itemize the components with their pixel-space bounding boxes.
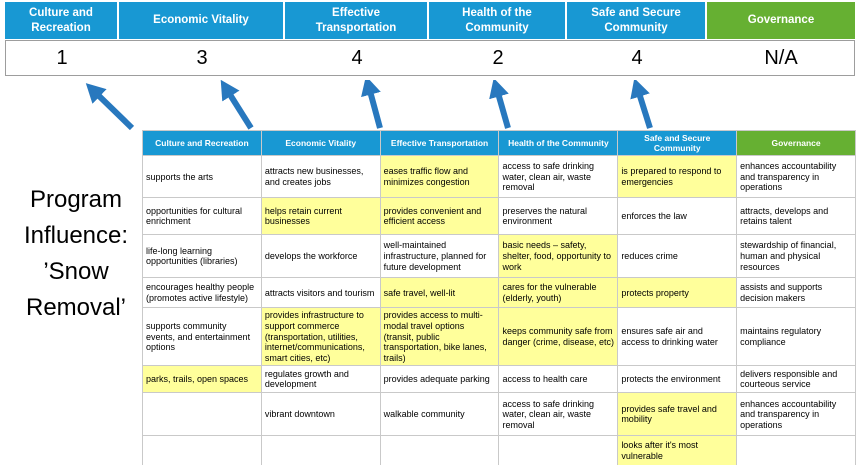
table-row: supports community events, and entertain… (142, 307, 856, 367)
scoreboard-header-cell: Culture and Recreation (5, 2, 117, 39)
table-cell: protects property (617, 277, 738, 309)
table-cell: attracts visitors and tourism (260, 277, 381, 309)
table-row: supports the arts attracts new businesse… (142, 155, 856, 199)
scoreboard-header-cell: Effective Transportation (285, 2, 427, 39)
scoreboard-header-cell: Economic Vitality (119, 2, 283, 39)
scoreboard-header-cell: Governance (707, 2, 855, 39)
table-cell: attracts, develops and retains talent (736, 197, 856, 236)
table-cell: reduces crime (617, 234, 738, 279)
table-cell: life-long learning opportunities (librar… (142, 234, 262, 279)
program-title: Program Influence: ’Snow Removal’ (23, 186, 129, 321)
table-row: encourages healthy people (promotes acti… (142, 277, 856, 309)
score-row: 1 3 4 2 4 N/A (5, 40, 855, 76)
table-cell: keeps community safe from danger (crime,… (498, 307, 619, 367)
up-arrow-icon (85, 83, 135, 131)
score-value: 4 (351, 46, 363, 69)
table-cell: provides safe travel and mobility (617, 392, 738, 437)
table-header-cell: Governance (736, 129, 856, 157)
table-cell: helps retain current businesses (260, 197, 381, 236)
table-cell: access to safe drinking water, clean air… (498, 392, 619, 437)
table-cell: is prepared to respond to emergencies (617, 155, 738, 199)
table-cell: eases traffic flow and minimizes congest… (379, 155, 500, 199)
table-cell (260, 435, 381, 465)
table-body: supports the arts attracts new businesse… (142, 155, 856, 465)
table-cell: ensures safe air and access to drinking … (617, 307, 738, 367)
table-cell (142, 392, 262, 437)
table-cell: basic needs – safety, shelter, food, opp… (498, 234, 619, 279)
scoreboard-header-row: Culture and Recreation Economic Vitality… (5, 2, 855, 39)
table-cell: vibrant downtown (260, 392, 381, 437)
up-arrow-icon (630, 80, 653, 129)
table-cell: cares for the vulnerable (elderly, youth… (498, 277, 619, 309)
table-cell: supports the arts (142, 155, 262, 199)
score-value: 2 (492, 46, 504, 69)
table-cell: regulates growth and development (260, 365, 381, 394)
up-arrow-icon (489, 80, 511, 129)
table-cell: encourages healthy people (promotes acti… (142, 277, 262, 309)
table-cell: provides access to multi-modal travel op… (379, 307, 500, 367)
table-cell: looks after it's most vulnerable (617, 435, 738, 465)
table-header-cell: Effective Transportation (379, 129, 500, 157)
scoreboard: Culture and Recreation Economic Vitality… (5, 2, 855, 76)
table-cell: enhances accountability and transparency… (736, 392, 856, 437)
influence-table: Culture and Recreation Economic Vitality… (142, 129, 856, 465)
table-cell: provides adequate parking (379, 365, 500, 394)
table-cell: access to safe drinking water, clean air… (498, 155, 619, 199)
table-cell (498, 435, 619, 465)
score-value: 1 (56, 46, 68, 69)
table-header-cell: Culture and Recreation (142, 129, 262, 157)
table-cell: preserves the natural environment (498, 197, 619, 236)
table-cell: protects the environment (617, 365, 738, 394)
up-arrow-icon (361, 80, 383, 129)
table-cell: parks, trails, open spaces (142, 365, 262, 394)
table-cell: stewardship of financial, human and phys… (736, 234, 856, 279)
scoreboard-header-cell: Health of the Community (429, 2, 565, 39)
up-arrow-icon (220, 80, 254, 130)
score-value: N/A (764, 46, 798, 69)
table-head: Culture and Recreation Economic Vitality… (142, 129, 856, 157)
table-cell: enforces the law (617, 197, 738, 236)
table-header-row: Culture and Recreation Economic Vitality… (142, 129, 856, 157)
table-cell: safe travel, well-lit (379, 277, 500, 309)
up-arrows (85, 80, 653, 131)
table-header-cell: Economic Vitality (260, 129, 381, 157)
score-value: 3 (196, 46, 208, 69)
table-cell: provides convenient and efficient access (379, 197, 500, 236)
table-cell: enhances accountability and transparency… (736, 155, 856, 199)
table-cell (142, 435, 262, 465)
table-row: looks after it's most vulnerable (142, 435, 856, 465)
table-cell (736, 435, 856, 465)
table-cell: delivers responsible and courteous servi… (736, 365, 856, 394)
table-row: life-long learning opportunities (librar… (142, 234, 856, 279)
table-cell: well-maintained infrastructure, planned … (379, 234, 500, 279)
table-cell: walkable community (379, 392, 500, 437)
table-cell: opportunities for cultural enrichment (142, 197, 262, 236)
table-row: vibrant downtown walkable community acce… (142, 392, 856, 437)
score-value: 4 (631, 46, 643, 69)
table-row: opportunities for cultural enrichment he… (142, 197, 856, 236)
table-cell: attracts new businesses, and creates job… (260, 155, 381, 199)
table-cell: access to health care (498, 365, 619, 394)
table-row: parks, trails, open spaces regulates gro… (142, 365, 856, 394)
table-header-cell: Safe and Secure Community (617, 129, 738, 157)
table-cell: supports community events, and entertain… (142, 307, 262, 367)
scoreboard-header-cell: Safe and Secure Community (567, 2, 705, 39)
table-header-cell: Health of the Community (498, 129, 619, 157)
table-cell: provides infrastructure to support comme… (260, 307, 381, 367)
table-cell: maintains regulatory compliance (736, 307, 856, 367)
table-cell (379, 435, 500, 465)
table-cell: develops the workforce (260, 234, 381, 279)
table-cell: assists and supports decision makers (736, 277, 856, 309)
